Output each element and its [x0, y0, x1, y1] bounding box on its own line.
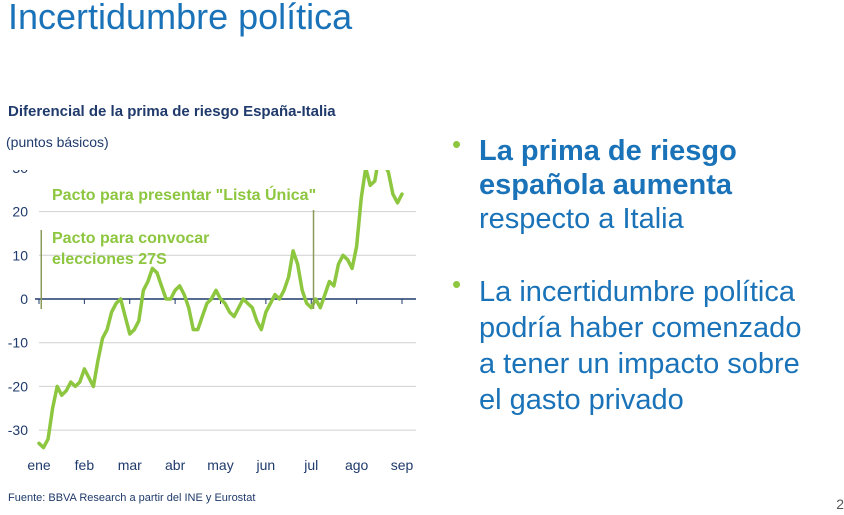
y-tick-label: -10 [8, 335, 28, 351]
x-tick-label: ago [345, 457, 369, 473]
chart-title: Diferencial de la prima de riesgo España… [8, 103, 336, 120]
y-tick-label: 30 [12, 170, 28, 176]
bullet-text-line: el gasto privado [479, 384, 684, 416]
page-number: 2 [836, 496, 844, 512]
source-note: Fuente: BBVA Research a partir del INE y… [8, 492, 256, 504]
bullet-strong-line: española aumenta [479, 169, 733, 201]
bullet-text-line: podría haber comenzado [479, 312, 802, 344]
y-tick-label: 20 [12, 204, 28, 220]
x-tick-label: may [207, 457, 233, 473]
bullet-text-line: respecto a Italia [479, 203, 684, 235]
slide-title: Incertidumbre política [8, 0, 353, 37]
line-chart: 30 20 10 0 -10 -20 -30 ene feb mar abr may jun jul ago… [8, 170, 416, 473]
annotation-lista-unica: Pacto para presentar "Lista Única" [52, 185, 316, 204]
x-tick-label: jun [256, 457, 276, 473]
bullet-strong-line: La prima de riesgo [479, 135, 737, 167]
bullet-marker-icon: • [452, 129, 462, 159]
chart-unit-label: (puntos básicos) [6, 134, 109, 150]
y-tick-label: 10 [12, 247, 28, 263]
x-tick-label: mar [118, 457, 142, 473]
x-tick-label: feb [75, 457, 95, 473]
bullet-marker-icon: • [452, 269, 462, 299]
x-tick-label: sep [391, 457, 414, 473]
bullet-list: • La prima de riesgo española aumenta re… [452, 129, 844, 418]
y-tick-label: -20 [8, 378, 28, 394]
x-tick-label: ene [27, 457, 51, 473]
bullet-risk-premium: • La prima de riesgo española aumenta re… [452, 129, 844, 236]
x-tick-label: abr [165, 457, 186, 473]
bullet-text-line: La incertidumbre política [479, 276, 795, 308]
y-tick-label: 0 [20, 291, 28, 307]
y-tick-label: -30 [8, 422, 28, 438]
bullet-political-uncertainty: • La incertidumbre política podría haber… [452, 269, 844, 418]
annotation-elecciones-line: elecciones 27S [52, 251, 167, 268]
x-tick-label: jul [303, 457, 318, 473]
bullet-text-line: a tener un impacto sobre [479, 348, 800, 380]
annotation-elecciones-line: Pacto para convocar [52, 230, 209, 247]
spread-series-line [37, 170, 404, 450]
